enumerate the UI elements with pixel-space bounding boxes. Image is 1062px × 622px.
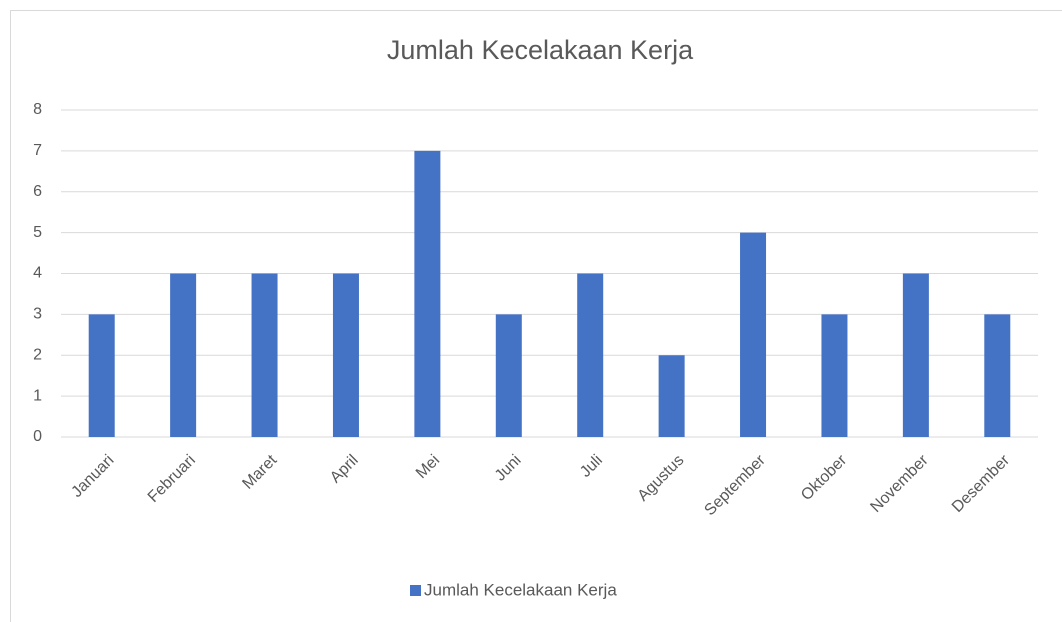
page: {"chart_data": {"type": "bar", "title": … (0, 0, 1062, 622)
y-tick-label: 7 (33, 142, 42, 159)
y-tick-label: 4 (33, 265, 42, 282)
legend-swatch (410, 585, 421, 596)
bar (984, 314, 1010, 437)
chart-title: Jumlah Kecelakaan Kerja (387, 35, 694, 65)
bar (577, 274, 603, 438)
y-tick-label: 6 (33, 183, 42, 200)
bar (170, 274, 196, 438)
bar (496, 314, 522, 437)
bar (414, 151, 440, 437)
y-tick-label: 2 (33, 346, 42, 363)
y-tick-label: 1 (33, 387, 42, 404)
y-tick-label: 3 (33, 306, 42, 323)
bar (659, 355, 685, 437)
bar (740, 233, 766, 437)
chart: Jumlah Kecelakaan Kerja 012345678Januari… (0, 0, 1062, 622)
bar (89, 314, 115, 437)
bar (903, 274, 929, 438)
bar (821, 314, 847, 437)
y-tick-label: 0 (33, 428, 42, 445)
y-tick-label: 5 (33, 224, 42, 241)
bar (252, 274, 278, 438)
y-tick-label: 8 (33, 101, 42, 118)
legend-label: Jumlah Kecelakaan Kerja (424, 580, 617, 599)
bar (333, 274, 359, 438)
